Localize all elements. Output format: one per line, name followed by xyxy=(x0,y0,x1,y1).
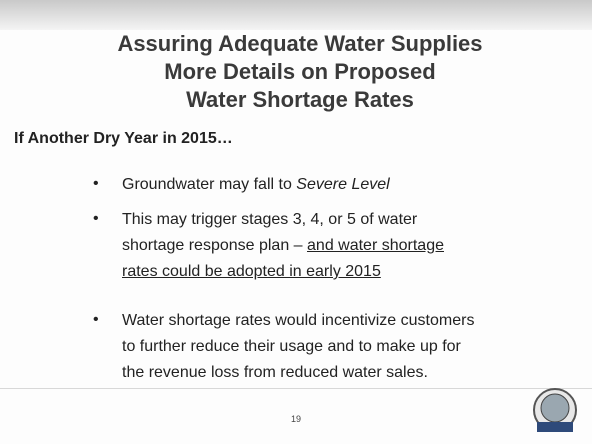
text-run: the revenue loss from reduced water sale… xyxy=(122,364,428,381)
bullet-marker: • xyxy=(93,210,99,227)
text-run: to further reduce their usage and to mak… xyxy=(122,338,461,355)
text-run: rates could be adopted in early 2015 xyxy=(122,263,381,280)
bullet-text: shortage response plan – and water short… xyxy=(122,236,444,256)
banner xyxy=(0,0,592,30)
text-run: This may trigger stages 3, 4, or 5 of wa… xyxy=(122,211,418,228)
bullet-marker: • xyxy=(93,311,99,328)
page-number: 19 xyxy=(290,414,301,424)
bullet-marker: • xyxy=(93,175,99,192)
logo-seal xyxy=(540,393,570,423)
bullet-text: Water shortage rates would incentivize c… xyxy=(122,311,474,331)
bullet-text: to further reduce their usage and to mak… xyxy=(122,337,461,357)
subheading: If Another Dry Year in 2015… xyxy=(14,130,233,147)
text-run: Water shortage rates would incentivize c… xyxy=(122,312,475,329)
text-run: Groundwater may fall to xyxy=(122,176,297,193)
text-run: and water shortage xyxy=(307,237,444,254)
logo xyxy=(533,388,577,432)
title-line: Assuring Adequate Water Supplies xyxy=(117,31,483,56)
bullet-text: the revenue loss from reduced water sale… xyxy=(122,363,428,383)
bullet-text: This may trigger stages 3, 4, or 5 of wa… xyxy=(122,210,417,230)
text-run: shortage response plan – xyxy=(122,237,308,254)
text-run: Severe Level xyxy=(296,176,390,193)
footer-rule xyxy=(0,388,592,389)
logo-band xyxy=(537,422,573,432)
title-line: Water Shortage Rates xyxy=(186,87,414,112)
bullet-text: rates could be adopted in early 2015 xyxy=(122,262,381,282)
title-line: More Details on Proposed xyxy=(164,59,436,84)
bullet-text: Groundwater may fall to Severe Level xyxy=(122,175,390,195)
